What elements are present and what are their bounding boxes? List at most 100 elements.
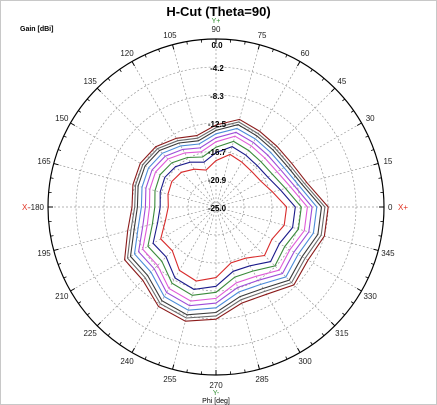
minor-tick bbox=[186, 369, 188, 373]
grid-spoke bbox=[215, 206, 260, 370]
radial-tick-label: -12.5 bbox=[208, 120, 227, 129]
series-line bbox=[138, 131, 313, 307]
grid-spoke bbox=[215, 44, 260, 208]
chart-title: H-Cut (Theta=90) bbox=[166, 4, 271, 19]
tick-mark bbox=[257, 44, 260, 50]
angle-tick-label: 240 bbox=[120, 357, 134, 366]
minor-tick bbox=[285, 54, 288, 58]
grid-spoke bbox=[53, 163, 217, 208]
angle-tick-label: 0 bbox=[388, 203, 393, 212]
minor-tick bbox=[144, 54, 147, 58]
minor-tick bbox=[244, 41, 246, 45]
series-line bbox=[160, 153, 288, 282]
series-line bbox=[126, 121, 326, 319]
minor-tick bbox=[119, 69, 122, 73]
minor-tick bbox=[370, 263, 375, 265]
minor-tick bbox=[87, 98, 90, 102]
x-plus-marker: X+ bbox=[398, 203, 408, 212]
tick-mark bbox=[356, 288, 362, 292]
grid-spoke bbox=[215, 163, 379, 208]
tick-mark bbox=[53, 163, 59, 166]
radial-tick-label: -16.7 bbox=[208, 148, 227, 157]
minor-tick bbox=[186, 41, 188, 45]
tick-mark bbox=[257, 364, 260, 370]
series-line bbox=[147, 140, 302, 296]
angle-tick-label: 210 bbox=[55, 292, 69, 301]
radial-tick-label: -8.3 bbox=[210, 92, 224, 101]
y-axis-label: Gain [dBi] bbox=[20, 26, 54, 33]
grid-spoke bbox=[131, 61, 217, 208]
minor-tick bbox=[378, 235, 382, 237]
tick-mark bbox=[131, 61, 135, 67]
x-minus-marker: X- bbox=[22, 203, 30, 212]
grid-spoke bbox=[215, 206, 336, 327]
minor-tick bbox=[350, 110, 354, 113]
minor-tick bbox=[158, 48, 160, 53]
minor-tick bbox=[50, 235, 54, 237]
minor-tick bbox=[78, 110, 82, 113]
tick-mark bbox=[96, 321, 102, 327]
angle-tick-label: 330 bbox=[363, 292, 377, 301]
angle-tick-label: 90 bbox=[212, 25, 221, 34]
series-line bbox=[124, 118, 329, 322]
angle-tick-label: 75 bbox=[258, 31, 267, 40]
series-line bbox=[152, 145, 296, 290]
minor-tick bbox=[378, 177, 382, 179]
angle-tick-label: 60 bbox=[301, 49, 310, 58]
angle-tick-label: 270 bbox=[209, 381, 223, 390]
angle-tick-label: 255 bbox=[163, 375, 177, 384]
series-line bbox=[142, 135, 308, 302]
angle-tick-label: 15 bbox=[383, 157, 392, 166]
angle-tick-label: 285 bbox=[255, 375, 269, 384]
minor-tick bbox=[321, 78, 325, 81]
angle-tick-label: 150 bbox=[55, 114, 69, 123]
minor-tick bbox=[63, 276, 67, 279]
x-axis-label: Phi [deg] bbox=[202, 398, 230, 405]
grid-spoke bbox=[70, 122, 217, 208]
grid-spoke bbox=[215, 61, 301, 208]
angle-tick-label: 195 bbox=[37, 249, 51, 258]
tick-mark bbox=[172, 44, 175, 50]
minor-tick bbox=[63, 135, 67, 138]
minor-tick bbox=[119, 341, 122, 345]
grid-spoke bbox=[131, 206, 217, 353]
grid-spoke bbox=[172, 44, 217, 208]
radial-tick-label: 0.0 bbox=[211, 41, 223, 50]
series-line bbox=[133, 127, 318, 311]
minor-tick bbox=[244, 369, 246, 373]
radial-tick-label: -25.0 bbox=[208, 204, 227, 213]
minor-tick bbox=[370, 149, 375, 151]
grid-spoke bbox=[53, 206, 217, 251]
y-minus-marker: Y- bbox=[213, 390, 220, 397]
minor-tick bbox=[342, 98, 345, 102]
angle-tick-label: 30 bbox=[366, 114, 375, 123]
minor-tick bbox=[365, 135, 369, 138]
angle-tick-label: 105 bbox=[163, 31, 177, 40]
minor-tick bbox=[107, 333, 111, 336]
minor-tick bbox=[350, 301, 354, 304]
angle-tick-label: 165 bbox=[37, 157, 51, 166]
angle-tick-label: 45 bbox=[337, 77, 346, 86]
series-line bbox=[129, 124, 323, 316]
grid-spoke bbox=[96, 87, 217, 208]
minor-tick bbox=[310, 69, 313, 73]
series-group bbox=[124, 118, 329, 322]
radial-tick-label: -20.9 bbox=[208, 176, 227, 185]
angle-tick-label: 225 bbox=[83, 329, 97, 338]
angle-tick-label: 135 bbox=[83, 77, 97, 86]
tick-mark bbox=[373, 248, 379, 251]
minor-tick bbox=[158, 361, 160, 366]
grid-spoke bbox=[215, 206, 362, 292]
minor-tick bbox=[144, 356, 147, 360]
tick-mark bbox=[96, 87, 102, 93]
grid-spoke bbox=[215, 87, 336, 208]
tick-mark bbox=[356, 122, 362, 126]
minor-tick bbox=[78, 301, 82, 304]
angle-tick-label: 315 bbox=[335, 329, 349, 338]
grid-spoke bbox=[172, 206, 217, 370]
grid-spoke bbox=[215, 122, 362, 208]
radial-tick-label: -4.2 bbox=[210, 64, 224, 73]
tick-mark bbox=[172, 364, 175, 370]
minor-tick bbox=[342, 312, 345, 316]
